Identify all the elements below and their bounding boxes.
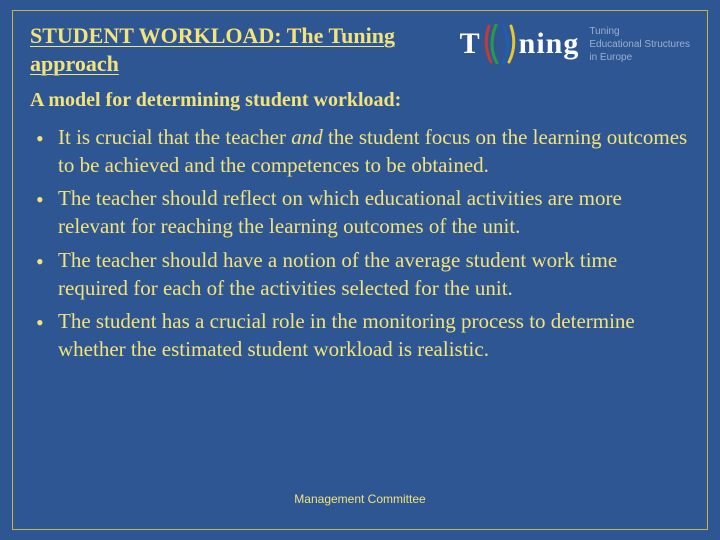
bullet-text: The student has a crucial role in the mo… (58, 309, 635, 361)
bullet-item: The teacher should reflect on which educ… (30, 185, 690, 240)
bullet-text: The teacher should reflect on which educ… (58, 186, 622, 238)
logo-wordmark: T ning (460, 24, 580, 64)
slide: STUDENT WORKLOAD: The Tuning approach T … (0, 0, 720, 540)
bullet-item: The student has a crucial role in the mo… (30, 308, 690, 363)
bullet-emphasis: and (291, 125, 323, 149)
header-row: STUDENT WORKLOAD: The Tuning approach T … (30, 22, 690, 77)
logo-swirl-icon (483, 24, 517, 64)
logo-letters-ning: ning (519, 27, 580, 61)
logo-sub-line: Tuning (589, 25, 690, 38)
bullet-text: It is crucial that the teacher (58, 125, 291, 149)
bullet-text: The teacher should have a notion of the … (58, 248, 617, 300)
footer-text: Management Committee (0, 492, 720, 506)
bullet-list: It is crucial that the teacher and the s… (30, 124, 690, 364)
bullet-item: The teacher should have a notion of the … (30, 247, 690, 302)
bullet-item: It is crucial that the teacher and the s… (30, 124, 690, 179)
logo-letter-t: T (460, 27, 481, 61)
subheading: A model for determining student workload… (30, 89, 690, 112)
logo-subtitle: Tuning Educational Structures in Europe (589, 25, 690, 64)
logo-sub-line: in Europe (589, 51, 690, 64)
tuning-logo: T ning Tuning Educational Structures in … (460, 24, 690, 64)
logo-sub-line: Educational Structures (589, 38, 690, 51)
slide-title: STUDENT WORKLOAD: The Tuning approach (30, 22, 410, 77)
